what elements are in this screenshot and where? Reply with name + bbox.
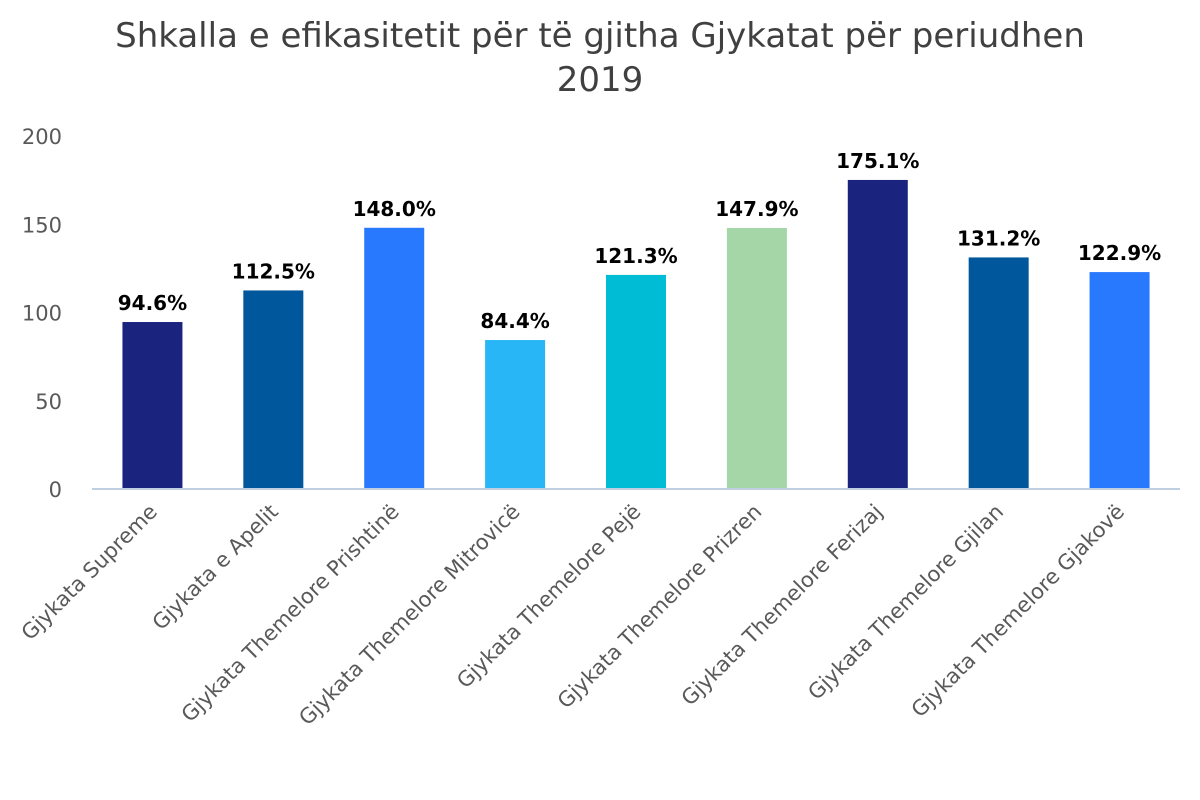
- data-label: 175.1%: [836, 149, 919, 173]
- data-label: 147.9%: [715, 197, 798, 221]
- data-label: 121.3%: [594, 244, 677, 268]
- bar: [606, 274, 666, 489]
- data-label: 94.6%: [118, 291, 187, 315]
- data-labels-group: 94.6% 112.5% 148.0% 84.4% 121.3% 147.9% 175.1%…: [118, 149, 1161, 333]
- bar: [968, 257, 1029, 489]
- x-category-label: Gjykata Themelore Prishtinë: [177, 500, 404, 727]
- x-category-label: Gjykata Supreme: [17, 500, 162, 645]
- chart-title: Shkalla e efikasitetit për të gjitha Gjy…: [0, 14, 1200, 102]
- y-tick-label: 0: [49, 478, 62, 502]
- chart-title-line-1: Shkalla e efikasitetit për të gjitha Gjy…: [115, 16, 1085, 56]
- chart-title-line-2: 2019: [556, 60, 644, 100]
- bar: [364, 227, 425, 489]
- x-category-label: Gjykata Themelore Ferizaj: [677, 500, 888, 711]
- y-tick-label: 200: [22, 125, 62, 149]
- data-label: 122.9%: [1078, 241, 1161, 265]
- y-axis: 0 50 100 150 200: [22, 125, 62, 502]
- data-label: 148.0%: [353, 197, 436, 221]
- bar: [485, 340, 546, 489]
- bar: [122, 322, 183, 489]
- bar: [726, 227, 787, 490]
- x-category-label: Gjykata Themelore Prizren: [553, 500, 767, 714]
- x-category-label: Gjykata e Apelit: [148, 500, 283, 635]
- bar: [243, 290, 304, 489]
- bar: [847, 179, 908, 490]
- y-tick-label: 150: [22, 213, 62, 237]
- bar: [1089, 272, 1150, 489]
- bars-group: [122, 179, 1150, 490]
- y-tick-label: 100: [22, 302, 62, 326]
- data-label: 131.2%: [957, 226, 1040, 250]
- data-label: 84.4%: [480, 309, 549, 333]
- y-tick-label: 50: [35, 390, 62, 414]
- x-category-label: Gjykata Themelore Gjilan: [803, 500, 1008, 705]
- x-category-label: Gjykata Themelore Gjakovë: [907, 500, 1129, 722]
- data-label: 112.5%: [232, 259, 315, 283]
- x-category-label: Gjykata Themelore Mitrovicë: [294, 500, 524, 730]
